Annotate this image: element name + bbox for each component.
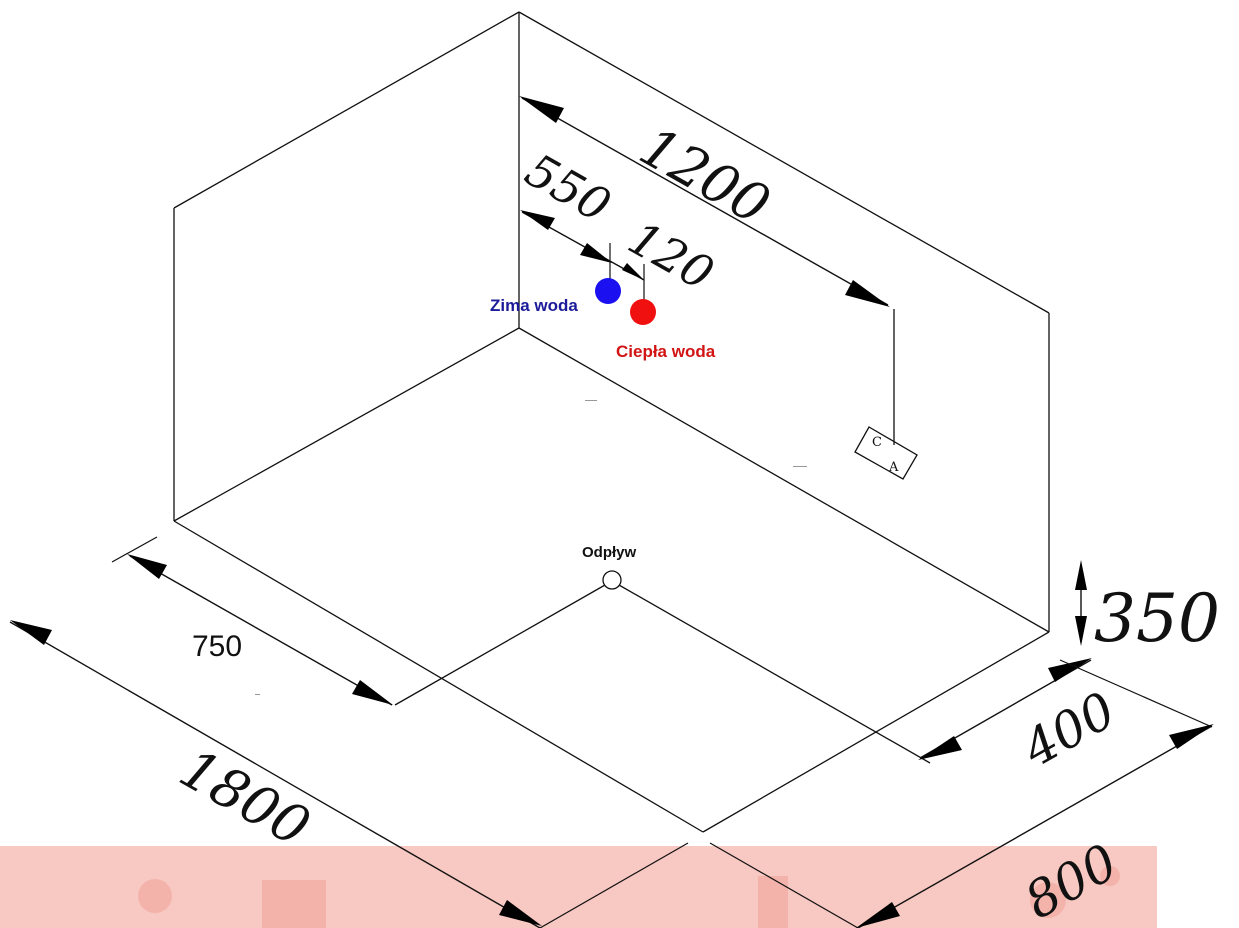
water-connections: Zima woda Ciepła woda [490,278,716,361]
hot-water-pipe [630,299,656,325]
room-outline [173,11,1050,833]
dim-350-label: 350 [1094,580,1220,657]
drain: Odpływ [582,544,637,590]
drain-lines [394,580,931,764]
dim-120-label: 120 [620,211,723,301]
cold-water-label: Zima woda [490,296,578,315]
fitting-label-c: C [872,435,882,450]
dim-350: 350 [1075,560,1220,657]
cold-water-pipe [595,278,621,304]
drain-label: Odpływ [582,544,637,561]
watermark-band [0,846,1157,928]
fitting-label-a: A [888,460,899,475]
dim-1800-label: 1800 [170,736,321,859]
dim-750-label: 750 [192,630,242,663]
fitting-box: C A [854,309,918,480]
dim-550-label: 550 [517,143,620,233]
dim-750: 750 [111,536,393,706]
hot-water-label: Ciepła woda [616,342,716,361]
watermark-logo [138,866,1120,928]
dim-400: 400 [918,658,1125,779]
drain-icon [602,570,622,590]
scan-specks [255,400,807,695]
